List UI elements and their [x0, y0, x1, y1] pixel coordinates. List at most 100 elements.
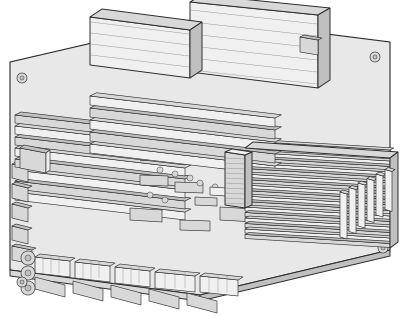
Polygon shape — [245, 234, 390, 247]
Circle shape — [378, 243, 388, 253]
Circle shape — [172, 171, 178, 177]
Circle shape — [21, 281, 35, 295]
Polygon shape — [210, 187, 226, 196]
Polygon shape — [245, 179, 390, 192]
Circle shape — [25, 270, 31, 276]
Polygon shape — [349, 185, 359, 190]
Polygon shape — [300, 37, 318, 55]
Polygon shape — [15, 170, 185, 198]
Polygon shape — [245, 157, 390, 171]
Circle shape — [21, 266, 35, 280]
Polygon shape — [15, 192, 185, 220]
Polygon shape — [245, 222, 394, 233]
Polygon shape — [90, 108, 275, 139]
Polygon shape — [111, 285, 141, 305]
Polygon shape — [358, 183, 365, 228]
Polygon shape — [12, 204, 28, 222]
Circle shape — [25, 255, 31, 261]
Polygon shape — [245, 202, 390, 215]
Circle shape — [17, 73, 27, 83]
Polygon shape — [200, 273, 243, 280]
Polygon shape — [12, 226, 28, 244]
Polygon shape — [385, 169, 392, 211]
Polygon shape — [15, 126, 185, 154]
Circle shape — [21, 251, 35, 265]
Polygon shape — [190, 2, 318, 88]
Polygon shape — [367, 177, 377, 180]
Polygon shape — [35, 257, 70, 277]
Polygon shape — [12, 182, 32, 188]
Polygon shape — [245, 207, 390, 220]
Polygon shape — [12, 224, 32, 230]
Polygon shape — [245, 233, 394, 244]
Circle shape — [157, 167, 163, 173]
Polygon shape — [245, 144, 394, 155]
Polygon shape — [300, 35, 322, 40]
Polygon shape — [90, 96, 275, 127]
Polygon shape — [318, 8, 330, 88]
Circle shape — [17, 277, 27, 287]
Polygon shape — [15, 123, 191, 146]
Polygon shape — [200, 250, 390, 301]
Polygon shape — [390, 152, 398, 248]
Polygon shape — [90, 129, 282, 154]
Polygon shape — [149, 289, 179, 309]
Polygon shape — [245, 141, 390, 154]
Polygon shape — [245, 199, 394, 210]
Polygon shape — [245, 229, 390, 242]
Polygon shape — [245, 216, 394, 227]
Polygon shape — [140, 175, 168, 186]
Polygon shape — [90, 132, 275, 163]
Polygon shape — [245, 152, 390, 165]
Polygon shape — [15, 148, 185, 176]
Polygon shape — [245, 194, 394, 205]
Polygon shape — [245, 167, 394, 178]
Polygon shape — [200, 156, 218, 166]
Polygon shape — [20, 145, 50, 153]
Polygon shape — [20, 148, 46, 173]
Polygon shape — [12, 246, 32, 264]
Circle shape — [147, 192, 153, 198]
Polygon shape — [340, 190, 350, 194]
Polygon shape — [73, 281, 103, 301]
Polygon shape — [90, 117, 282, 142]
Polygon shape — [245, 172, 394, 183]
Polygon shape — [90, 9, 202, 30]
Polygon shape — [245, 163, 390, 176]
Polygon shape — [90, 17, 190, 78]
Circle shape — [370, 52, 380, 62]
Polygon shape — [115, 267, 150, 287]
Polygon shape — [12, 164, 28, 182]
Polygon shape — [180, 220, 210, 231]
Polygon shape — [10, 270, 200, 301]
Circle shape — [162, 197, 168, 203]
Polygon shape — [15, 159, 185, 187]
Polygon shape — [245, 223, 390, 236]
Polygon shape — [130, 208, 162, 222]
Polygon shape — [245, 174, 390, 187]
Polygon shape — [245, 218, 390, 231]
Circle shape — [20, 76, 24, 80]
Polygon shape — [245, 227, 394, 238]
Polygon shape — [340, 192, 347, 239]
Circle shape — [212, 184, 218, 190]
Polygon shape — [187, 293, 217, 313]
Polygon shape — [15, 137, 185, 165]
Circle shape — [373, 55, 377, 59]
Polygon shape — [245, 183, 394, 194]
Polygon shape — [190, 0, 330, 15]
Circle shape — [242, 180, 248, 186]
Polygon shape — [220, 207, 255, 222]
Polygon shape — [15, 115, 185, 143]
Circle shape — [197, 180, 203, 186]
Polygon shape — [46, 150, 50, 173]
Polygon shape — [245, 155, 394, 167]
Polygon shape — [376, 172, 386, 176]
Polygon shape — [90, 141, 282, 166]
Polygon shape — [190, 22, 202, 78]
Polygon shape — [90, 93, 282, 118]
Polygon shape — [225, 152, 245, 208]
Polygon shape — [245, 191, 390, 204]
Polygon shape — [358, 181, 368, 185]
Polygon shape — [15, 134, 191, 157]
